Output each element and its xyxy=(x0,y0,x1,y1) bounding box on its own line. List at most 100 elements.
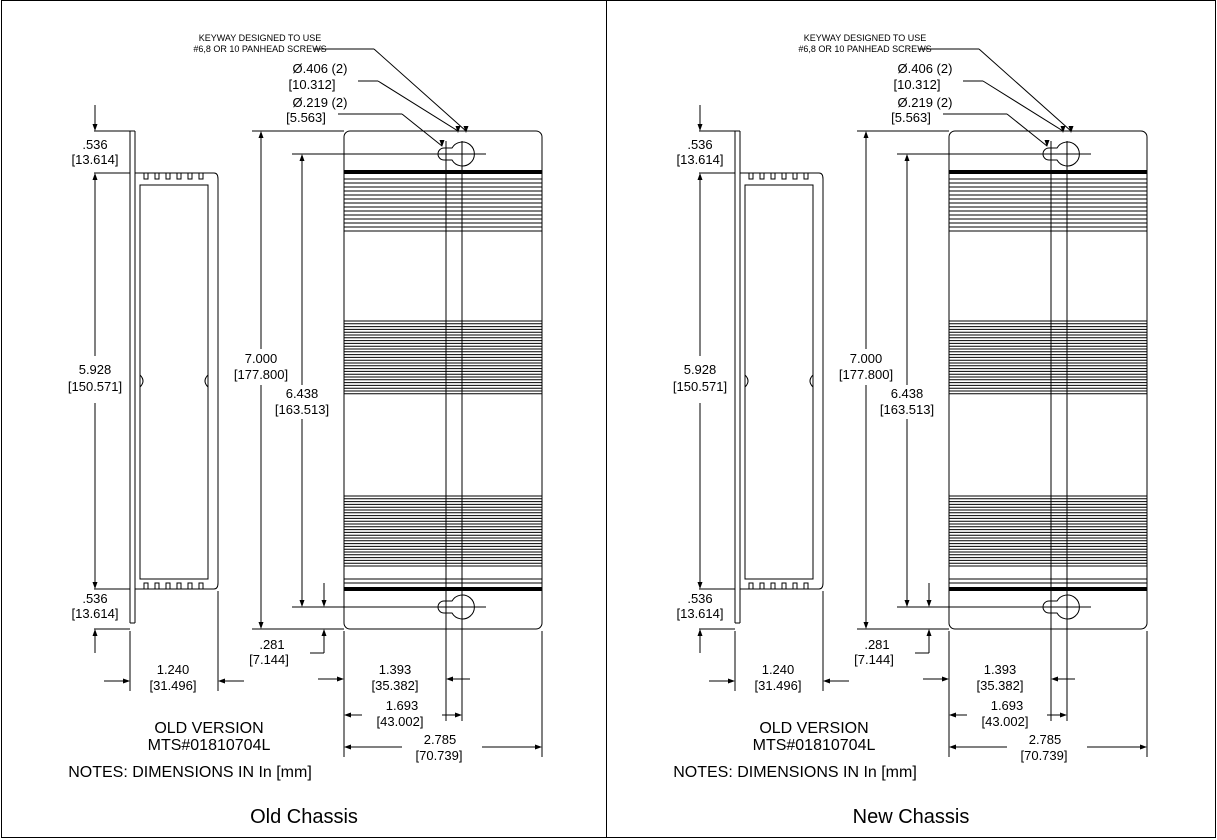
extrusion-outer-wall xyxy=(135,172,219,590)
inner-height-mm: [150.571] xyxy=(673,379,727,394)
side-notch-right xyxy=(204,374,209,388)
notes-label: NOTES: DIMENSIONS IN In [mm] xyxy=(673,764,917,781)
dim-top-offset-arrow xyxy=(92,124,98,131)
new-chassis-panel: KEYWAY DESIGNED TO USE #6,8 OR 10 PANHEAD… xyxy=(606,0,1216,838)
dim-hole-spacing-arrow-top xyxy=(904,154,910,161)
width-mm: [70.739] xyxy=(416,748,463,763)
dim-inner-height-arrow-bottom xyxy=(92,582,98,589)
bottom-offset-in: .536 xyxy=(687,591,712,606)
keyway-note-line2: #6,8 OR 10 PANHEAD SCREWS xyxy=(193,44,326,54)
dia-small-label: Ø.219 (2) xyxy=(293,95,348,110)
keyway-leader xyxy=(373,48,467,132)
dim-width-arrow-right xyxy=(535,744,542,750)
top-rib xyxy=(143,173,149,180)
width-in: 2.785 xyxy=(1029,732,1062,747)
dia-small-leader xyxy=(401,113,443,147)
hole-x-small-in: 1.393 xyxy=(379,662,412,677)
edge-offset-in: .281 xyxy=(864,637,889,652)
dim-inner-height-arrow-top xyxy=(697,173,703,180)
keyway-note-line2: #6,8 OR 10 PANHEAD SCREWS xyxy=(798,44,931,54)
hole-spacing-mm: [163.513] xyxy=(275,402,329,417)
dim-hole-x-small-arrow-right xyxy=(1051,676,1058,682)
dia-small-label: Ø.219 (2) xyxy=(898,95,953,110)
width-mm: [70.739] xyxy=(1021,748,1068,763)
hole-x-large-in: 1.693 xyxy=(386,698,419,713)
dia-large-mm: [10.312] xyxy=(894,77,941,92)
dim-hole-x-small-arrow-left xyxy=(337,676,344,682)
dim-hole-x-large-arrow-left xyxy=(344,712,351,718)
old-chassis-caption: Old Chassis xyxy=(250,806,358,828)
old-chassis-panel: KEYWAY DESIGNED TO USE #6,8 OR 10 PANHEAD… xyxy=(1,0,607,838)
depth-mm: [31.496] xyxy=(755,678,802,693)
bottom-rib xyxy=(759,582,765,589)
hole-spacing-mm: [163.513] xyxy=(880,402,934,417)
new-chassis-drawing: KEYWAY DESIGNED TO USE#6,8 OR 10 PANHEAD… xyxy=(673,33,1148,781)
bottom-rib xyxy=(187,582,193,589)
dia-large-label: Ø.406 (2) xyxy=(293,61,348,76)
dim-top-offset-arrow xyxy=(697,124,703,131)
extrusion-inner-wall xyxy=(744,184,814,580)
dia-large-label: Ø.406 (2) xyxy=(898,61,953,76)
top-offset-in: .536 xyxy=(82,137,107,152)
hole-x-large-in: 1.693 xyxy=(991,698,1024,713)
dim-overall-arrow-top xyxy=(863,131,869,138)
bottom-offset-in: .536 xyxy=(82,591,107,606)
bottom-rib xyxy=(143,582,149,589)
bottom-rib xyxy=(770,582,776,589)
dia-large-mm: [10.312] xyxy=(289,77,336,92)
dim-hole-x-small-arrow-right xyxy=(446,676,453,682)
bottom-rib xyxy=(748,582,754,589)
top-rib xyxy=(198,173,204,180)
dia-small-leader xyxy=(1006,113,1048,147)
hole-spacing-in: 6.438 xyxy=(286,386,319,401)
dim-depth-arrow-right xyxy=(218,678,225,684)
dia-small-mm: [5.563] xyxy=(286,110,326,125)
dia-small-arrow xyxy=(439,140,445,147)
width-in: 2.785 xyxy=(424,732,457,747)
depth-in: 1.240 xyxy=(157,662,190,677)
top-rib xyxy=(759,173,765,180)
top-rib xyxy=(165,173,171,180)
dim-edge-offset-arrow-top xyxy=(926,600,932,607)
overall-height-mm: [177.800] xyxy=(839,367,893,382)
dim-depth-arrow-left xyxy=(728,678,735,684)
bottom-rib xyxy=(165,582,171,589)
side-notch-right xyxy=(809,374,814,388)
edge-offset-in: .281 xyxy=(259,637,284,652)
dim-hole-x-large-arrow-right xyxy=(455,712,462,718)
dim-depth-arrow-left xyxy=(123,678,130,684)
dim-edge-offset-arrow-top xyxy=(321,600,327,607)
keyway-arrow xyxy=(463,126,469,133)
hole-spacing-in: 6.438 xyxy=(891,386,924,401)
dim-width-arrow-left xyxy=(949,744,956,750)
bottom-rib xyxy=(176,582,182,589)
new-chassis-caption: New Chassis xyxy=(852,806,970,828)
overall-height-mm: [177.800] xyxy=(234,367,288,382)
old-chassis-drawing: KEYWAY DESIGNED TO USE#6,8 OR 10 PANHEAD… xyxy=(68,33,543,781)
top-offset-in: .536 xyxy=(687,137,712,152)
dim-inner-height-arrow-bottom xyxy=(697,582,703,589)
dim-edge-offset-arrow-bottom xyxy=(321,629,327,636)
top-rib xyxy=(770,173,776,180)
dia-small-arrow xyxy=(1044,140,1050,147)
dim-hole-x-small-arrow-left xyxy=(942,676,949,682)
overall-height-in: 7.000 xyxy=(850,351,883,366)
edge-offset-mm: [7.144] xyxy=(249,652,289,667)
dim-hole-spacing-arrow-bottom xyxy=(299,600,305,607)
bottom-rib xyxy=(198,582,204,589)
top-rib xyxy=(154,173,160,180)
depth-mm: [31.496] xyxy=(150,678,197,693)
dia-small-mm: [5.563] xyxy=(891,110,931,125)
top-rib xyxy=(803,173,809,180)
keyway-note-line1: KEYWAY DESIGNED TO USE xyxy=(804,33,927,43)
hole-x-large-mm: [43.002] xyxy=(377,714,424,729)
hole-x-small-in: 1.393 xyxy=(984,662,1017,677)
dim-bottom-offset-arrow xyxy=(697,629,703,636)
hole-x-large-mm: [43.002] xyxy=(982,714,1029,729)
top-rib xyxy=(176,173,182,180)
notes-label: NOTES: DIMENSIONS IN In [mm] xyxy=(68,764,312,781)
bottom-rib xyxy=(781,582,787,589)
inner-height-in: 5.928 xyxy=(79,362,112,377)
overall-height-in: 7.000 xyxy=(245,351,278,366)
bottom-offset-mm: [13.614] xyxy=(72,606,119,621)
